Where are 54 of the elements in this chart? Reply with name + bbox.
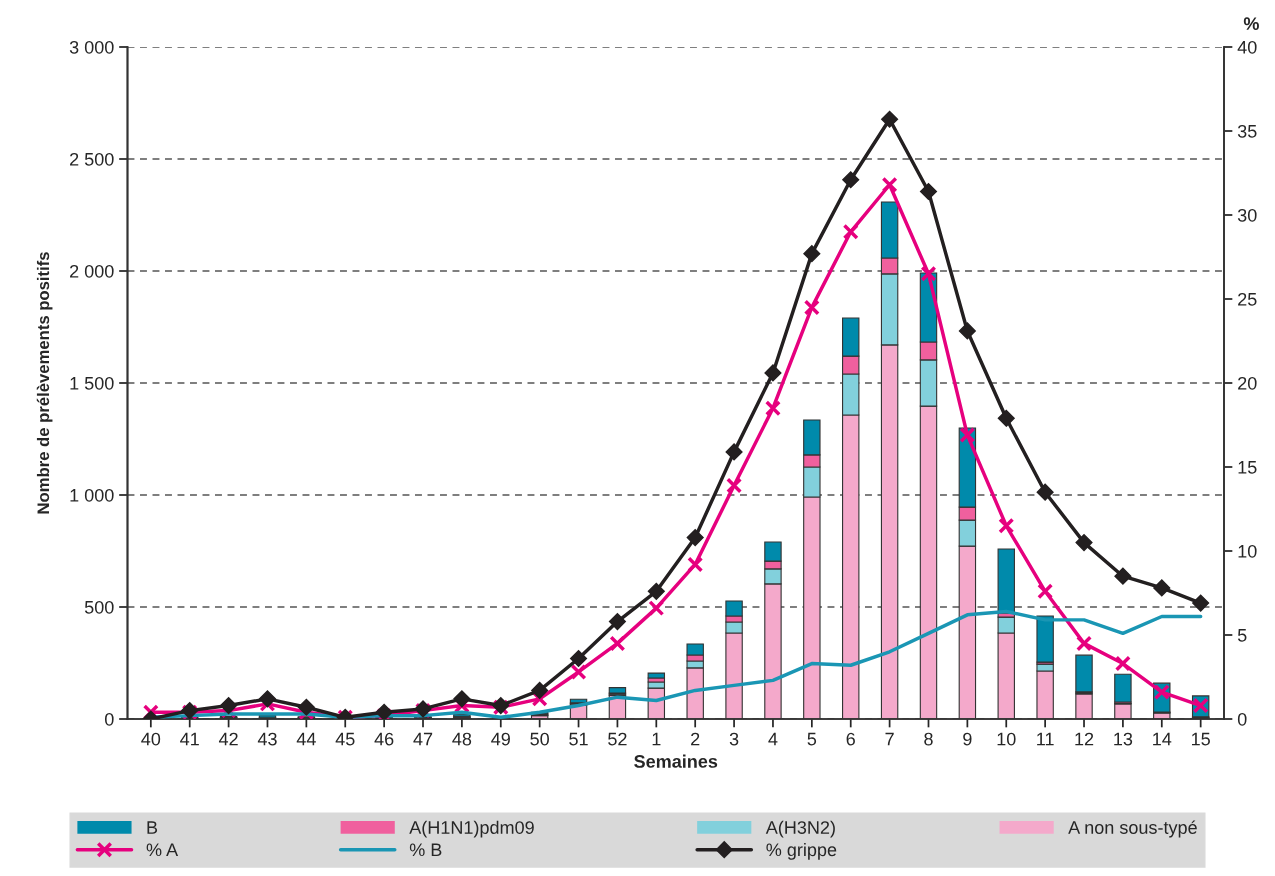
x-tick-label: 4: [768, 732, 778, 746]
x-tick-label: 9: [963, 732, 972, 746]
x-tick-label: 50: [530, 732, 549, 746]
x-tick-label: 47: [413, 732, 433, 746]
y2-tick-label: 20: [1238, 376, 1257, 390]
y2-tick-label: 35: [1237, 124, 1257, 138]
y2-tick-label: 25: [1238, 292, 1257, 306]
y-tick-label: 1 500: [70, 376, 114, 390]
y-tick-label: 0: [104, 712, 114, 726]
y2-tick-label: 15: [1238, 461, 1257, 474]
x-tick-label: 3: [729, 732, 739, 746]
x-tick-label: 41: [180, 732, 199, 746]
y-tick-label: 2 000: [70, 264, 114, 278]
y2-axis-title: %: [1243, 17, 1259, 30]
y-tick-label: 1 000: [70, 488, 114, 502]
x-tick-label: 43: [257, 732, 277, 746]
x-tick-label: 13: [1114, 732, 1133, 746]
x-tick-label: 40: [141, 732, 161, 746]
x-tick-label: 51: [569, 732, 588, 746]
x-axis-title: Semaines: [634, 754, 718, 768]
x-tick-label: 49: [491, 732, 510, 746]
x-tick-label: 5: [807, 732, 817, 746]
y2-tick-label: 0: [1237, 712, 1247, 726]
y2-tick-label: 5: [1237, 629, 1247, 642]
y-axis-title: Nombre de prélèvements positifs: [36, 252, 53, 514]
legend-label: % grippe: [766, 842, 837, 860]
x-tick-label: 14: [1153, 732, 1172, 746]
x-tick-label: 48: [452, 732, 472, 746]
x-tick-label: 15: [1192, 732, 1210, 746]
y2-tick-label: 30: [1237, 208, 1257, 222]
x-tick-label: 12: [1075, 732, 1094, 746]
x-tick-label: 11: [1037, 732, 1054, 746]
x-tick-label: 46: [374, 732, 394, 746]
x-tick-label: 44: [296, 732, 316, 746]
legend-label: A(H3N2): [765, 820, 835, 838]
y2-tick-label: 10: [1238, 544, 1257, 558]
legend-label: B: [147, 821, 158, 834]
y2-tick-label: 40: [1237, 40, 1257, 54]
y-tick-label: 3 000: [69, 40, 114, 54]
x-tick-label: 6: [846, 732, 855, 746]
x-tick-label: 10: [997, 732, 1016, 746]
x-tick-label: 7: [885, 732, 894, 746]
y-tick-label: 500: [84, 600, 114, 614]
x-tick-label: 45: [335, 732, 355, 746]
legend-label: % A: [146, 843, 179, 857]
x-tick-label: 8: [924, 732, 933, 746]
x-tick-label: 2: [691, 732, 700, 746]
x-tick-label: 1: [652, 732, 661, 746]
y-tick-label: 2 500: [70, 152, 114, 166]
x-tick-label: 42: [218, 732, 238, 746]
legend-label: A non sous-typé: [1068, 820, 1197, 838]
x-tick-label: 52: [608, 732, 627, 746]
legend-label: A(H1N1)pdm09: [409, 820, 534, 838]
legend-label: % B: [409, 843, 442, 857]
